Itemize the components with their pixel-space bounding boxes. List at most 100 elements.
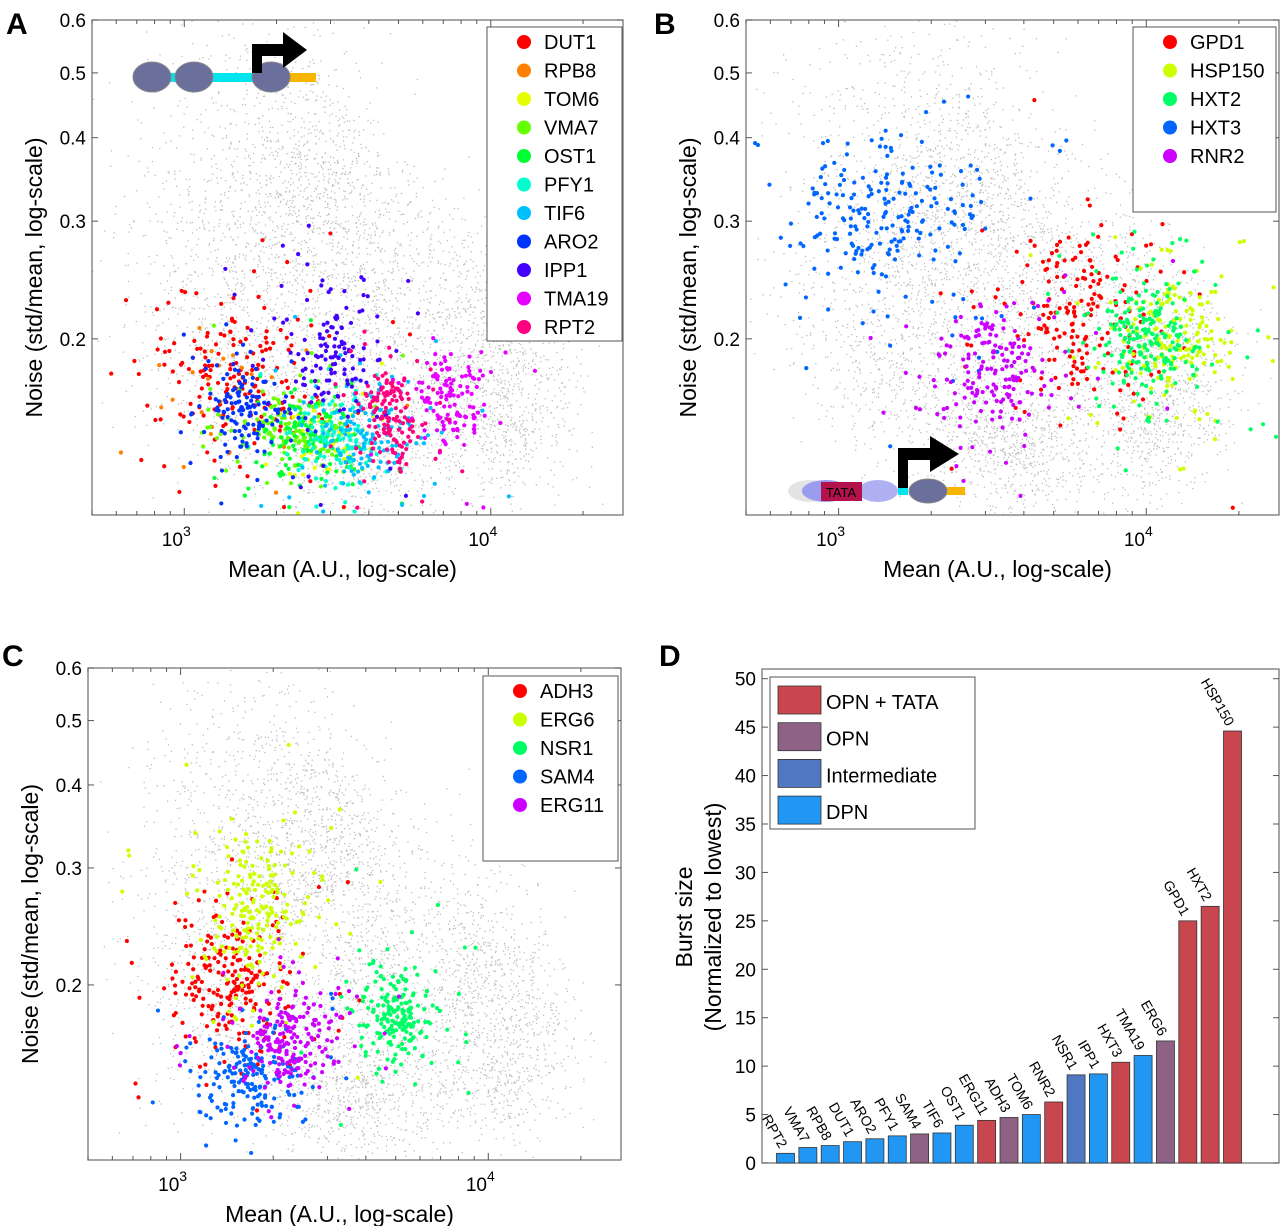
gray-point bbox=[440, 349, 442, 351]
gray-point bbox=[134, 426, 136, 428]
gray-point bbox=[369, 332, 371, 334]
gray-point bbox=[415, 263, 418, 265]
point-ost1 bbox=[283, 463, 288, 468]
gray-point bbox=[511, 440, 513, 443]
gray-point bbox=[211, 166, 213, 168]
point-ost1 bbox=[278, 473, 283, 478]
gray-point bbox=[162, 182, 164, 184]
gray-point bbox=[464, 308, 466, 310]
gray-point bbox=[209, 407, 212, 409]
gray-point bbox=[491, 468, 493, 470]
gray-point bbox=[360, 443, 362, 445]
gray-point bbox=[232, 460, 234, 462]
gray-point bbox=[451, 491, 454, 493]
gray-point bbox=[379, 468, 381, 470]
gray-point bbox=[192, 429, 195, 431]
gray-point bbox=[305, 295, 307, 297]
gray-point bbox=[429, 277, 432, 279]
gray-point bbox=[422, 186, 425, 189]
gray-point bbox=[147, 171, 150, 173]
gray-point bbox=[270, 141, 272, 143]
gray-point bbox=[497, 420, 500, 422]
gray-point bbox=[265, 399, 267, 402]
gray-point bbox=[158, 324, 160, 326]
gray-point bbox=[295, 258, 297, 260]
gray-point bbox=[285, 347, 287, 349]
gray-point bbox=[555, 436, 557, 438]
gray-point bbox=[304, 99, 307, 101]
gray-point bbox=[416, 490, 419, 492]
gray-point bbox=[336, 429, 338, 432]
gray-point bbox=[298, 168, 301, 170]
point-rpb8 bbox=[249, 372, 254, 377]
gray-point bbox=[357, 154, 360, 157]
gray-point bbox=[156, 325, 158, 327]
gray-point bbox=[440, 300, 442, 303]
gray-point bbox=[408, 307, 410, 310]
gray-point bbox=[557, 373, 560, 376]
gray-point bbox=[390, 481, 392, 483]
point-dut1 bbox=[132, 358, 137, 364]
gray-point bbox=[338, 109, 341, 111]
gray-point bbox=[333, 184, 335, 187]
gray-point bbox=[328, 388, 330, 390]
gray-point bbox=[352, 275, 355, 277]
gray-point bbox=[401, 280, 403, 282]
gray-point bbox=[323, 462, 325, 464]
gray-point bbox=[198, 58, 201, 60]
gray-point bbox=[344, 221, 347, 223]
point-ost1 bbox=[325, 470, 330, 475]
gray-point bbox=[294, 206, 296, 208]
gray-point bbox=[527, 434, 530, 436]
gray-point bbox=[239, 365, 242, 367]
gray-point bbox=[383, 133, 385, 135]
gray-point bbox=[213, 230, 215, 232]
gray-point bbox=[127, 264, 129, 266]
point-ost1 bbox=[283, 439, 289, 444]
gray-point bbox=[435, 421, 437, 424]
gray-point bbox=[363, 355, 365, 357]
gray-point bbox=[404, 161, 406, 163]
gray-point bbox=[293, 274, 295, 277]
gray-point bbox=[203, 228, 206, 231]
gray-point bbox=[269, 131, 271, 134]
gray-point bbox=[447, 391, 449, 393]
gray-point bbox=[294, 365, 296, 367]
gray-point bbox=[452, 456, 454, 458]
gray-point bbox=[322, 195, 324, 198]
gray-point bbox=[509, 484, 511, 487]
gray-point bbox=[454, 365, 456, 367]
gray-point bbox=[351, 160, 354, 163]
gray-point bbox=[282, 326, 285, 328]
gray-point bbox=[355, 157, 358, 159]
gray-point bbox=[362, 129, 365, 131]
gray-point bbox=[412, 447, 414, 450]
gray-point bbox=[370, 468, 372, 470]
gray-point bbox=[308, 183, 310, 185]
gray-point bbox=[224, 60, 227, 62]
gray-point bbox=[580, 375, 582, 377]
gray-point bbox=[326, 438, 329, 440]
gray-point bbox=[556, 444, 558, 446]
gray-point bbox=[563, 425, 566, 427]
gray-point bbox=[338, 391, 341, 393]
gray-point bbox=[220, 169, 222, 171]
gray-point bbox=[185, 178, 188, 181]
gray-point bbox=[271, 413, 273, 415]
gray-point bbox=[366, 330, 368, 332]
gray-point bbox=[338, 224, 340, 226]
gray-point bbox=[131, 101, 133, 103]
gray-point bbox=[452, 417, 454, 419]
gray-point bbox=[440, 379, 443, 382]
gray-point bbox=[437, 438, 439, 440]
gray-point bbox=[271, 272, 273, 274]
gray-point bbox=[552, 486, 554, 488]
gray-point bbox=[439, 284, 441, 286]
gray-point bbox=[335, 252, 338, 255]
gray-point bbox=[342, 159, 345, 161]
gray-point bbox=[376, 167, 378, 169]
gray-point bbox=[278, 148, 280, 150]
gray-point bbox=[337, 183, 339, 185]
point-ost1 bbox=[311, 441, 316, 446]
gray-point bbox=[240, 285, 242, 288]
